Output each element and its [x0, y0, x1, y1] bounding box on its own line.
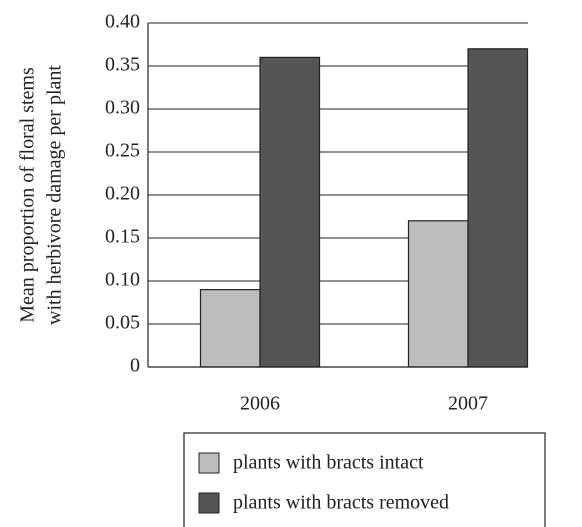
y-label-line: Mean proportion of floral stems [17, 67, 39, 323]
legend-swatch [198, 492, 220, 514]
y-tick-label: 0.25 [105, 140, 140, 162]
y-tick-label: 0.10 [105, 269, 140, 291]
bar [199, 289, 261, 368]
legend-label: plants with bracts removed [233, 492, 449, 514]
y-tick-label: 0.30 [105, 97, 140, 119]
y-axis-label: Mean proportion of floral stems with her… [17, 65, 66, 325]
y-tick-label: 0.20 [105, 183, 140, 205]
bar [467, 48, 529, 368]
x-tick-label: 2007 [448, 393, 488, 415]
y-tick-label: 0 [130, 355, 140, 377]
bar [407, 220, 469, 368]
legend-label: plants with bracts intact [233, 452, 424, 474]
y-tick-label: 0.05 [105, 312, 140, 334]
x-tick-label: 2006 [240, 393, 280, 415]
legend-box [183, 432, 546, 527]
y-tick-label: 0.40 [105, 11, 140, 33]
y-tick-label: 0.35 [105, 54, 140, 76]
legend-swatch [198, 452, 220, 474]
y-tick-label: 0.15 [105, 226, 140, 248]
bar [259, 56, 321, 368]
y-label-line: with herbivore damage per plant [44, 65, 66, 325]
